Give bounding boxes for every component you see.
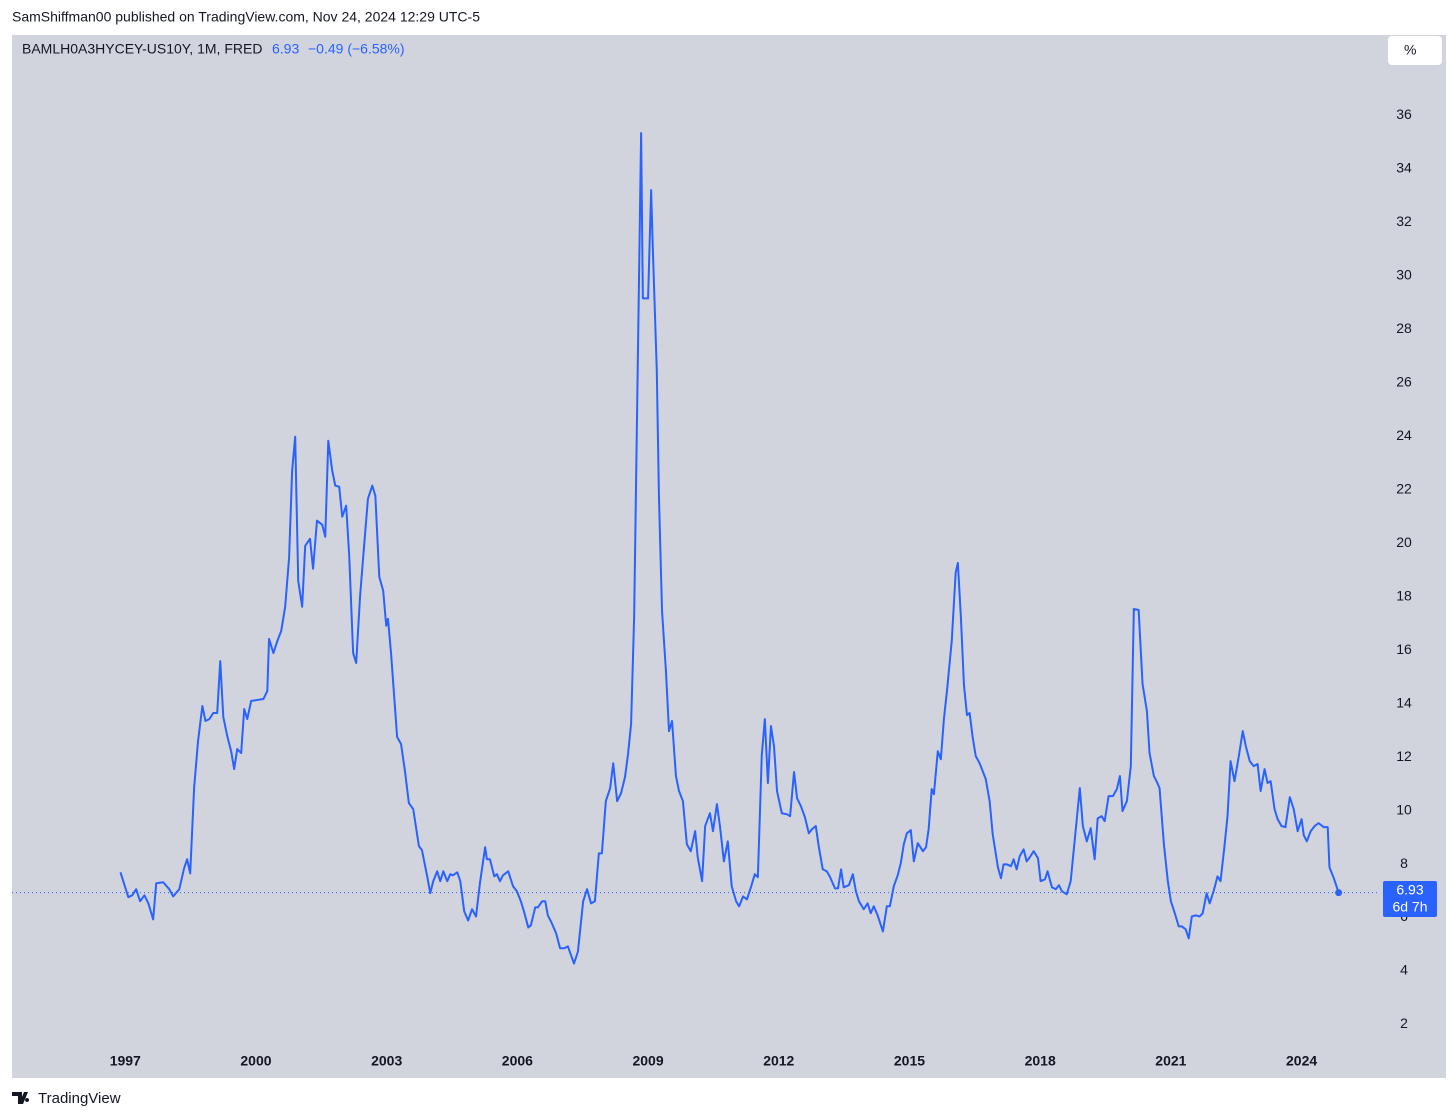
y-tick-label: 12	[1396, 748, 1412, 764]
x-tick-label: 2009	[632, 1053, 663, 1069]
series-line	[119, 132, 1340, 965]
y-tick-label: 30	[1396, 266, 1412, 282]
y-tick-label: 22	[1396, 480, 1412, 496]
y-tick-label: 36	[1396, 106, 1412, 122]
chart-pane	[12, 35, 1446, 1078]
x-tick-label: 2006	[502, 1053, 533, 1069]
y-tick-label: 34	[1396, 159, 1412, 175]
y-tick-label: 26	[1396, 373, 1412, 389]
footer-brand: TradingView	[38, 1090, 121, 1107]
y-tick-label: 14	[1396, 694, 1412, 710]
change-value: −0.49 (−6.58%)	[308, 41, 405, 57]
x-tick-label: 2021	[1155, 1053, 1186, 1069]
x-tick-label: 2024	[1286, 1053, 1317, 1069]
symbol-info: BAMLH0A3HYCEY-US10Y, 1M, FRED	[22, 41, 262, 57]
y-tick-label: 16	[1396, 641, 1412, 657]
price-label	[1383, 881, 1437, 917]
y-tick-label: 20	[1396, 534, 1412, 550]
x-tick-label: 1997	[110, 1053, 141, 1069]
logo-icon	[12, 1092, 30, 1104]
x-tick-label: 2015	[894, 1053, 925, 1069]
scale-button-label[interactable]: %	[1404, 42, 1416, 58]
x-tick-label: 2000	[240, 1053, 271, 1069]
plot: 2468101214161820222426283032343619972000…	[12, 106, 1412, 1069]
y-tick-label: 4	[1400, 962, 1408, 978]
y-tick-label: 24	[1396, 427, 1412, 443]
y-tick-label: 8	[1400, 855, 1408, 871]
last-value: 6.93	[272, 41, 299, 57]
y-tick-label: 28	[1396, 320, 1412, 336]
y-tick-label: 2	[1400, 1015, 1408, 1031]
y-tick-label: 10	[1396, 801, 1412, 817]
last-point	[1335, 889, 1343, 897]
x-tick-label: 2012	[763, 1053, 794, 1069]
countdown: 6d 7h	[1392, 899, 1427, 915]
tradingview-logo: TradingView	[12, 1090, 121, 1107]
price-label-value: 6.93	[1396, 882, 1423, 898]
publisher-line: SamShiffman00 published on TradingView.c…	[12, 9, 480, 25]
y-tick-label: 32	[1396, 213, 1412, 229]
scale-button[interactable]	[1388, 36, 1442, 65]
x-tick-label: 2018	[1025, 1053, 1056, 1069]
x-tick-label: 2003	[371, 1053, 402, 1069]
y-tick-label: 18	[1396, 587, 1412, 603]
